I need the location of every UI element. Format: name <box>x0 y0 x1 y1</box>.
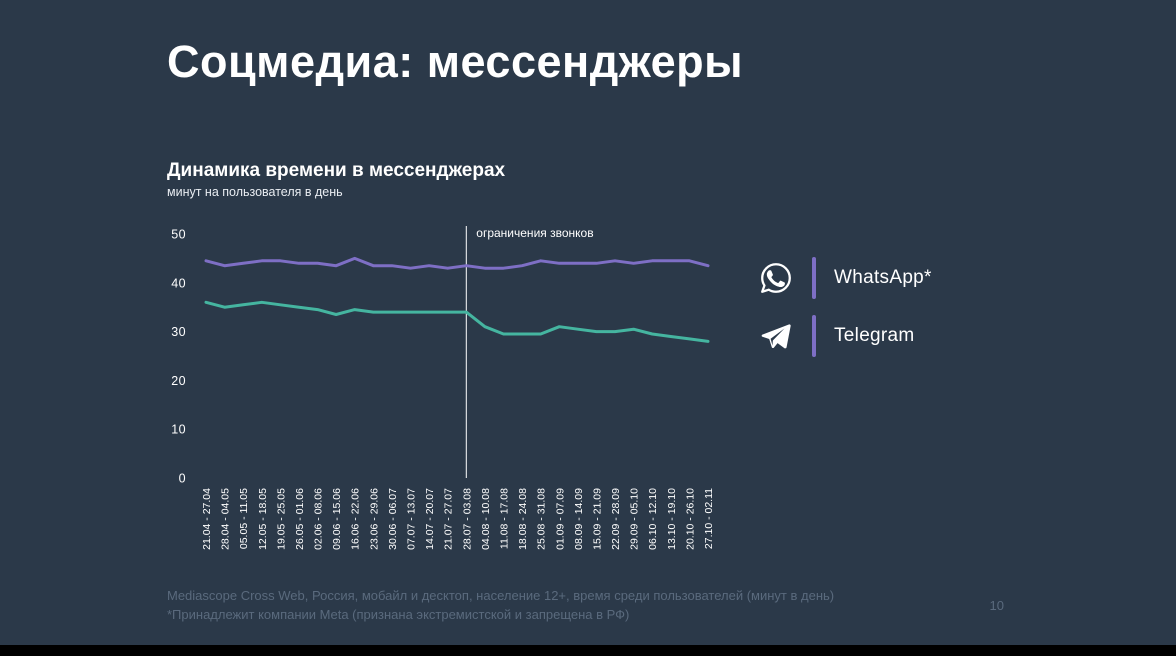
svg-text:19.05 - 25.05: 19.05 - 25.05 <box>275 488 287 550</box>
chart-legend: WhatsApp* Telegram <box>754 256 932 358</box>
svg-text:09.06 - 15.06: 09.06 - 15.06 <box>331 488 343 550</box>
chart-title: Динамика времени в мессенджерах <box>167 160 506 181</box>
svg-text:05.05 - 11.05: 05.05 - 11.05 <box>238 488 250 549</box>
svg-text:21.07 - 27.07: 21.07 - 27.07 <box>443 488 455 550</box>
svg-text:23.06 - 29.06: 23.06 - 29.06 <box>368 488 380 550</box>
svg-text:10: 10 <box>171 423 186 437</box>
svg-text:02.06 - 08.06: 02.06 - 08.06 <box>313 488 325 550</box>
source-line-2: *Принадлежит компании Meta (признана экс… <box>167 607 630 622</box>
page-title: Соцмедиа: мессенджеры <box>167 36 744 87</box>
svg-text:18.08 - 24.08: 18.08 - 24.08 <box>517 488 529 550</box>
svg-text:27.10 - 02.11: 27.10 - 02.11 <box>703 488 715 549</box>
whatsapp-icon <box>754 259 798 297</box>
svg-text:30.06 - 06.07: 30.06 - 06.07 <box>387 488 399 550</box>
svg-text:30: 30 <box>171 325 186 339</box>
svg-text:40: 40 <box>171 276 186 290</box>
line-chart-canvas: 0 10 20 30 40 50 ограничения звонков 21.04 - 27… <box>171 226 715 550</box>
svg-text:11.08 - 17.08: 11.08 - 17.08 <box>498 488 510 549</box>
legend-label-whatsapp: WhatsApp* <box>834 267 932 288</box>
svg-text:14.07 - 20.07: 14.07 - 20.07 <box>424 488 436 550</box>
telegram-icon <box>754 318 798 354</box>
svg-text:08.09 - 14.09: 08.09 - 14.09 <box>573 488 585 550</box>
legend-divider <box>812 315 816 357</box>
svg-text:ограничения звонков: ограничения звонков <box>476 226 593 240</box>
legend-divider <box>812 257 816 299</box>
svg-text:28.07 - 03.08: 28.07 - 03.08 <box>461 488 473 550</box>
svg-text:16.06 - 22.06: 16.06 - 22.06 <box>350 488 362 550</box>
svg-text:01.09 - 07.09: 01.09 - 07.09 <box>554 488 566 550</box>
svg-text:13.10 - 19.10: 13.10 - 19.10 <box>666 488 678 550</box>
svg-text:12.05 - 18.05: 12.05 - 18.05 <box>257 488 269 550</box>
bottom-bar <box>0 645 1176 656</box>
svg-text:06.10 - 12.10: 06.10 - 12.10 <box>647 488 659 550</box>
svg-text:26.05 - 01.06: 26.05 - 01.06 <box>294 488 306 550</box>
svg-text:20.10 - 26.10: 20.10 - 26.10 <box>684 488 696 550</box>
legend-label-telegram: Telegram <box>834 325 915 346</box>
source-line-1: Mediascope Cross Web, Россия, мобайл и д… <box>167 588 835 603</box>
page-number: 10 <box>989 598 1004 613</box>
source-note: Mediascope Cross Web, Россия, мобайл и д… <box>167 586 834 624</box>
svg-text:20: 20 <box>171 374 186 388</box>
svg-text:28.04 - 04.05: 28.04 - 04.05 <box>220 488 232 550</box>
svg-text:29.09 - 05.10: 29.09 - 05.10 <box>629 488 641 550</box>
messenger-time-chart: 0 10 20 30 40 50 ограничения звонков 21.04 - 27… <box>148 226 728 582</box>
svg-text:07.07 - 13.07: 07.07 - 13.07 <box>406 488 418 550</box>
svg-text:15.09 - 21.09: 15.09 - 21.09 <box>591 488 603 550</box>
svg-text:04.08 - 10.08: 04.08 - 10.08 <box>480 488 492 550</box>
svg-text:0: 0 <box>179 472 186 486</box>
chart-subtitle: минут на пользователя в день <box>167 185 343 199</box>
legend-item-telegram: Telegram <box>754 314 932 358</box>
svg-text:21.04 - 27.04: 21.04 - 27.04 <box>201 488 213 550</box>
svg-text:22.09 - 28.09: 22.09 - 28.09 <box>610 488 622 550</box>
legend-item-whatsapp: WhatsApp* <box>754 256 932 300</box>
svg-text:25.08 - 31.08: 25.08 - 31.08 <box>536 488 548 550</box>
svg-text:50: 50 <box>171 228 186 242</box>
